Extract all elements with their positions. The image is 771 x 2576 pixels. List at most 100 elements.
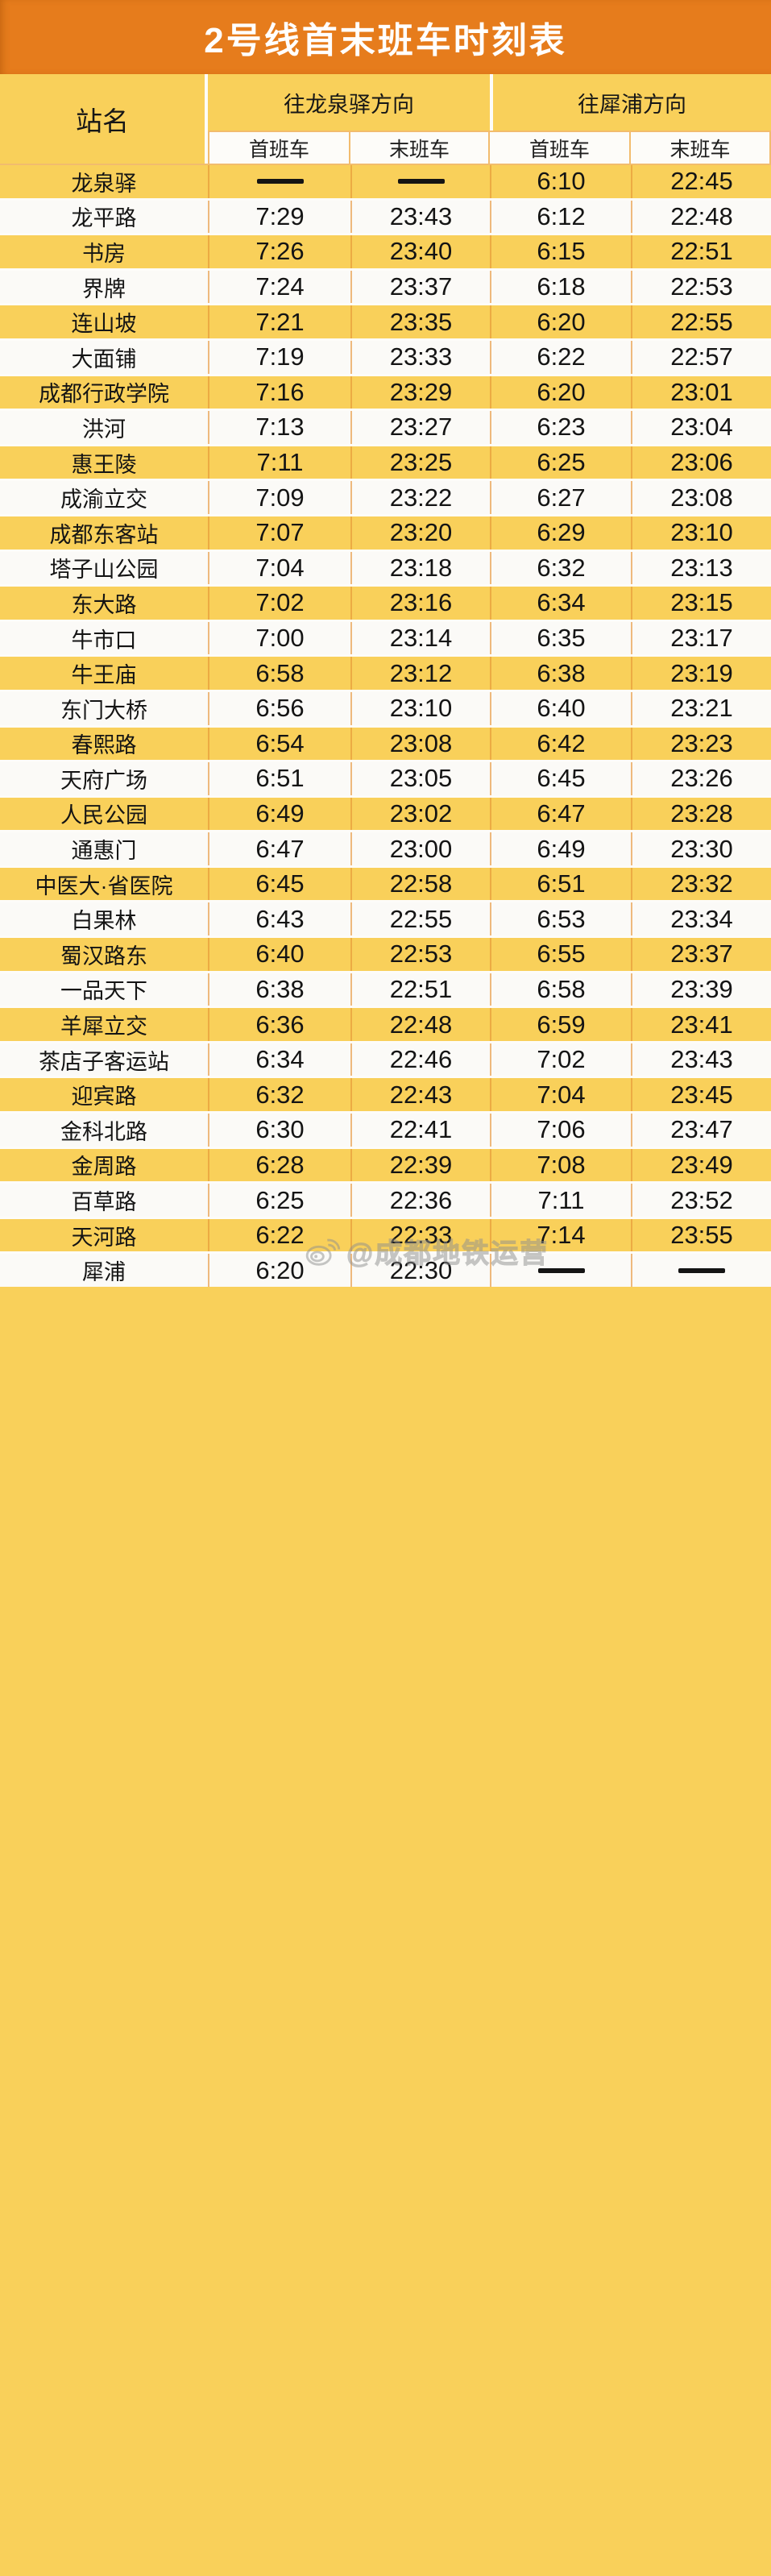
time-cell: 23:43 (350, 200, 490, 234)
subheader-last-train-xipu: 末班车 (631, 131, 771, 164)
table-row: 羊犀立交 6:36 22:48 6:59 23:41 (0, 1006, 771, 1041)
time-cell: 23:04 (631, 411, 771, 444)
time-cell: 7:13 (208, 411, 350, 444)
table-row: 百草路 6:25 22:36 7:11 23:52 (0, 1181, 771, 1217)
title-bar: 2号线首末班车时刻表 (0, 0, 771, 74)
time-cell: 6:40 (208, 938, 350, 971)
time-cell: 6:23 (490, 411, 631, 444)
time-cell: 23:14 (350, 621, 490, 655)
time-cell: 22:51 (631, 235, 771, 268)
time-cell: 6:55 (490, 938, 631, 971)
time-cell: 6:22 (490, 340, 631, 374)
time-cell: 23:34 (631, 902, 771, 936)
table-header: 站名 往龙泉驿方向 往犀浦方向 首班车 末班车 首班车 末班车 (0, 74, 771, 164)
station-name: 羊犀立交 (60, 1014, 147, 1039)
time-cell: 6:49 (490, 832, 631, 865)
time-cell: 6:10 (490, 165, 631, 198)
direction-group-longquanyi: 往龙泉驿方向 (284, 92, 414, 117)
station-name: 界牌 (82, 276, 126, 301)
time-cell: 6:40 (490, 691, 631, 725)
time-cell: 23:22 (350, 481, 490, 514)
time-cell: 6:25 (490, 446, 631, 479)
time-cell: 6:32 (490, 551, 631, 585)
time-cell: 22:48 (350, 1008, 490, 1041)
table-row: 龙泉驿 6:10 22:45 (0, 165, 771, 198)
time-cell: 23:00 (350, 832, 490, 865)
time-cell: 7:14 (490, 1218, 631, 1252)
table-row: 牛市口 7:00 23:14 6:35 23:17 (0, 619, 771, 655)
time-cell: 7:02 (490, 1043, 631, 1076)
time-cell: 23:33 (350, 340, 490, 374)
time-cell: 23:28 (631, 797, 771, 831)
time-cell: 6:15 (490, 235, 631, 268)
time-cell: 23:06 (631, 446, 771, 479)
table-body: 龙泉驿 6:10 22:45 龙平路 7:29 23:43 6:12 22:48 书房 7:26 2… (0, 164, 771, 1287)
time-cell: 23:08 (631, 481, 771, 514)
time-cell: 23:15 (631, 587, 771, 620)
time-cell: 22:45 (631, 165, 771, 198)
time-cell: 23:05 (350, 762, 490, 795)
time-cell: 23:12 (350, 657, 490, 690)
time-cell: 6:20 (208, 1254, 350, 1287)
time-cell: 6:42 (490, 727, 631, 761)
station-name: 白果林 (71, 909, 137, 934)
time-cell: 23:20 (350, 516, 490, 550)
time-cell: 7:16 (208, 375, 350, 409)
time-cell: 23:52 (631, 1184, 771, 1217)
time-cell: 6:36 (208, 1008, 350, 1041)
time-cell: 23:19 (631, 657, 771, 690)
time-cell: 6:58 (208, 657, 350, 690)
time-cell: 23:02 (350, 797, 490, 831)
time-cell: 6:35 (490, 621, 631, 655)
table-row: 春熙路 6:54 23:08 6:42 23:23 (0, 724, 771, 761)
subheader-first-train-longquanyi: 首班车 (208, 131, 350, 164)
time-cell: 23:29 (350, 375, 490, 409)
table-row: 东大路 7:02 23:16 6:34 23:15 (0, 584, 771, 620)
time-cell: 23:10 (350, 691, 490, 725)
station-name: 茶店子客运站 (39, 1049, 169, 1074)
table-row: 成都行政学院 7:16 23:29 6:20 23:01 (0, 373, 771, 409)
station-name: 书房 (82, 241, 126, 266)
time-cell: 7:00 (208, 621, 350, 655)
time-cell: 6:58 (490, 973, 631, 1006)
table-row: 书房 7:26 23:40 6:15 22:51 (0, 233, 771, 268)
time-cell: 23:37 (350, 270, 490, 304)
no-service-dash (350, 165, 490, 198)
station-name: 塔子山公园 (49, 558, 159, 583)
station-name: 牛市口 (71, 628, 137, 653)
station-name: 通惠门 (71, 839, 137, 864)
station-name: 东大路 (71, 592, 137, 617)
time-cell: 6:20 (490, 305, 631, 338)
subheader-first-train-xipu: 首班车 (490, 131, 631, 164)
station-name: 天河路 (71, 1225, 137, 1250)
time-cell: 7:08 (490, 1148, 631, 1182)
station-name: 中医大·省医院 (35, 873, 173, 898)
time-cell: 22:36 (350, 1184, 490, 1217)
time-cell: 7:29 (208, 200, 350, 234)
time-cell: 23:32 (631, 867, 771, 901)
time-cell: 6:59 (490, 1008, 631, 1041)
table-row: 惠王陵 7:11 23:25 6:25 23:06 (0, 443, 771, 479)
time-cell: 7:11 (208, 446, 350, 479)
time-cell: 23:39 (631, 973, 771, 1006)
time-cell: 22:41 (350, 1114, 490, 1147)
station-column-header: 站名 (0, 74, 208, 164)
time-cell: 6:20 (490, 375, 631, 409)
time-cell: 6:45 (490, 762, 631, 795)
time-cell: 6:54 (208, 727, 350, 761)
time-cell: 6:38 (490, 657, 631, 690)
table-row: 蜀汉路东 6:40 22:53 6:55 23:37 (0, 935, 771, 971)
station-name: 一品天下 (60, 979, 147, 1004)
table-row: 大面铺 7:19 23:33 6:22 22:57 (0, 338, 771, 374)
table-row: 成渝立交 7:09 23:22 6:27 23:08 (0, 479, 771, 514)
station-name: 成渝立交 (60, 487, 147, 512)
station-name: 金科北路 (60, 1119, 147, 1144)
time-cell: 22:53 (631, 270, 771, 304)
time-cell: 23:26 (631, 762, 771, 795)
time-cell: 6:30 (208, 1114, 350, 1147)
time-cell: 23:27 (350, 411, 490, 444)
station-name: 龙平路 (71, 206, 137, 231)
station-name: 天府广场 (60, 768, 147, 793)
time-cell: 22:57 (631, 340, 771, 374)
time-cell: 7:09 (208, 481, 350, 514)
